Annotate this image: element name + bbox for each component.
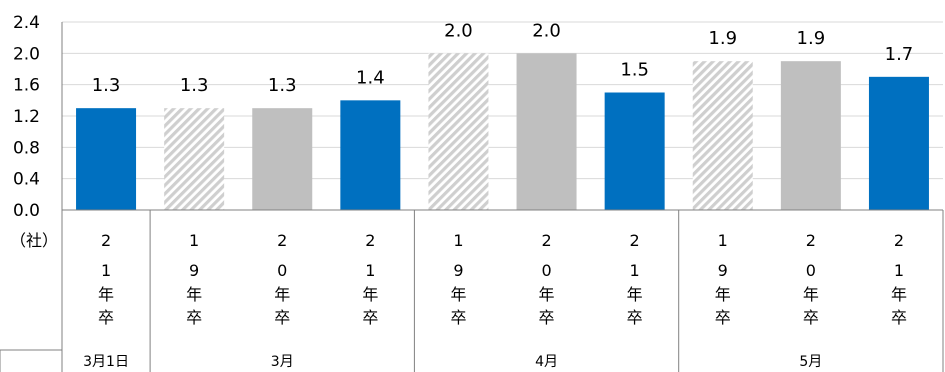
data-label: 1.3	[180, 75, 209, 96]
bar	[76, 108, 137, 210]
category-label: 年	[98, 285, 114, 304]
y-tick-label: 1.6	[13, 76, 40, 96]
data-label: 1.9	[797, 28, 826, 49]
category-label: 年	[186, 285, 202, 304]
bar	[604, 92, 665, 210]
category-label: 1	[453, 231, 463, 250]
category-label: 卒	[186, 308, 202, 327]
category-label: 2	[277, 231, 287, 250]
category-label: 卒	[274, 308, 290, 327]
category-label: 2	[541, 231, 551, 250]
data-label: 2.0	[532, 20, 561, 41]
unit-label: （社）	[10, 231, 58, 250]
bar-layer	[76, 53, 929, 211]
category-label: 年	[539, 285, 555, 304]
group-label: 4月	[535, 354, 558, 370]
category-label: 年	[274, 285, 290, 304]
group-label: 5月	[799, 354, 822, 370]
category-label: 卒	[450, 308, 466, 327]
y-tick-label: 2.4	[13, 13, 40, 33]
category-label: 年	[627, 285, 643, 304]
category-label: 卒	[715, 308, 731, 327]
category-label: 0	[541, 261, 551, 280]
category-label: 9	[453, 261, 463, 280]
category-label: 9	[718, 261, 728, 280]
category-label: 2	[630, 231, 640, 250]
category-label: 9	[189, 261, 199, 280]
bar	[164, 108, 225, 210]
data-label: 1.3	[92, 75, 121, 96]
category-label: 1	[630, 261, 640, 280]
category-label: 2	[365, 231, 375, 250]
category-label: 年	[450, 285, 466, 304]
category-label: 1	[101, 261, 111, 280]
data-label: 2.0	[444, 20, 473, 41]
category-label: 0	[277, 261, 287, 280]
category-label: 2	[894, 231, 904, 250]
category-label: 1	[365, 261, 375, 280]
category-label: 年	[891, 285, 907, 304]
label-layer: 1.3 1.3 1.3 1.4 2.0 2.0 1.5 1.9 1.9 1.7	[92, 20, 914, 96]
y-tick-label: 0.8	[13, 138, 40, 158]
data-label: 1.9	[708, 28, 737, 49]
y-tick-label: 1.2	[13, 107, 40, 127]
category-label: 卒	[539, 308, 555, 327]
category-label: 年	[362, 285, 378, 304]
category-label: 卒	[362, 308, 378, 327]
data-label: 1.4	[356, 67, 385, 88]
bar	[340, 100, 401, 210]
category-label: 卒	[627, 308, 643, 327]
axis-layer: 0.00.40.81.21.62.02.421年卒19年卒20年卒21年卒19年…	[0, 13, 944, 372]
y-tick-label: 2.0	[13, 44, 40, 64]
group-label: 3月1日	[83, 354, 129, 370]
bar	[868, 76, 929, 210]
data-label: 1.3	[268, 75, 297, 96]
category-label: 1	[189, 231, 199, 250]
category-label: 2	[101, 231, 111, 250]
bar	[516, 53, 577, 211]
group-label: 3月	[271, 354, 294, 370]
category-label: 1	[718, 231, 728, 250]
category-label: 卒	[803, 308, 819, 327]
bar	[428, 53, 489, 211]
category-label: 年	[803, 285, 819, 304]
category-label: 0	[806, 261, 816, 280]
category-label: 卒	[98, 308, 114, 327]
y-tick-label: 0.4	[13, 170, 40, 190]
y-tick-label: 0.0	[13, 201, 40, 221]
bar	[692, 61, 753, 210]
category-label: 2	[806, 231, 816, 250]
category-label: 年	[715, 285, 731, 304]
bar	[252, 108, 313, 210]
bar	[780, 61, 841, 210]
data-label: 1.5	[620, 60, 649, 81]
category-label: 卒	[891, 308, 907, 327]
category-label: 1	[894, 261, 904, 280]
data-label: 1.7	[885, 44, 914, 65]
